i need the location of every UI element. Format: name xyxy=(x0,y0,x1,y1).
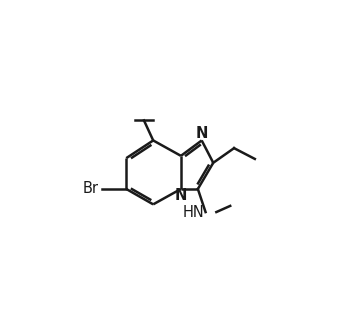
Text: N: N xyxy=(195,126,208,141)
Text: HN: HN xyxy=(183,204,205,220)
Text: Br: Br xyxy=(83,181,98,197)
Text: N: N xyxy=(175,188,187,203)
